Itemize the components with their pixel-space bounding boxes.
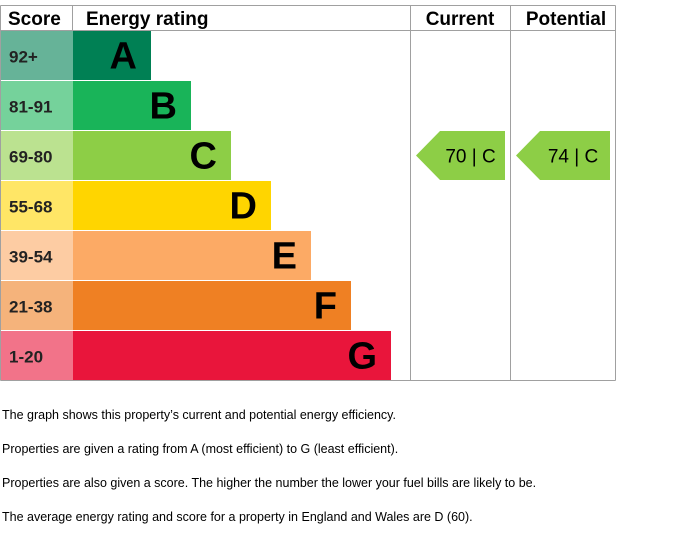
score-range-e: 39-54 [9, 248, 53, 267]
score-range-b: 81-91 [9, 98, 52, 117]
note-rating-scale: Properties are given a rating from A (mo… [2, 442, 399, 456]
note-average: The average energy rating and score for … [2, 510, 473, 524]
rating-markers: 70 | C 74 | C [416, 131, 610, 180]
score-cell-b [1, 81, 73, 130]
current-score-label: 70 | C [445, 147, 495, 168]
bar-f [73, 281, 351, 330]
bar-d [73, 181, 271, 230]
score-range-d: 55-68 [9, 198, 52, 217]
bar-c [73, 131, 231, 180]
bar-e [73, 231, 311, 280]
potential-header: Potential [526, 9, 606, 30]
band-f: 21-38 F [1, 281, 351, 330]
note-graph: The graph shows this property’s current … [2, 408, 396, 422]
rating-bands: 92+ A 81-91 B 69-80 C 55-68 D 39-54 E 21-38 F 1-20 G [1, 31, 391, 380]
score-cell-g [1, 331, 73, 380]
band-letter-g: G [347, 336, 377, 378]
band-letter-e: E [272, 236, 297, 278]
note-score: Properties are also given a score. The h… [2, 476, 537, 490]
current-marker: 70 | C [416, 131, 505, 180]
score-range-f: 21-38 [9, 298, 52, 317]
band-g: 1-20 G [1, 331, 391, 380]
potential-arrow [516, 131, 610, 180]
score-cell-a [1, 31, 73, 80]
potential-marker: 74 | C [516, 131, 610, 180]
current-header: Current [426, 9, 495, 30]
score-range-a: 92+ [9, 48, 38, 67]
band-b: 81-91 B [1, 81, 191, 130]
explanatory-notes: The graph shows this property’s current … [2, 398, 688, 534]
energy-rating-header: Energy rating [86, 9, 208, 30]
score-cell-f [1, 281, 73, 330]
band-letter-d: D [230, 186, 257, 228]
potential-score-label: 74 | C [548, 147, 598, 168]
score-header: Score [8, 9, 61, 30]
score-range-c: 69-80 [9, 148, 52, 167]
bar-a [73, 31, 151, 80]
band-letter-c: C [190, 136, 217, 178]
bar-b [73, 81, 191, 130]
header-row: Score Energy rating Current Potential [8, 9, 606, 30]
bar-g [73, 331, 391, 380]
band-d: 55-68 D [1, 181, 271, 230]
score-cell-e [1, 231, 73, 280]
energy-rating-chart: 92+ A81-91 B69-80 C55-68 D39-54 E21-38 F1-20 G … [0, 5, 616, 381]
band-letter-a: A [110, 36, 137, 78]
band-letter-b: B [150, 86, 177, 128]
band-e: 39-54 E [1, 231, 311, 280]
score-cell-c [1, 131, 73, 180]
chart-grid [0, 5, 616, 381]
band-c: 69-80 C [1, 131, 231, 180]
score-range-g: 1-20 [9, 348, 43, 367]
score-cell-d [1, 181, 73, 230]
band-letter-f: F [314, 286, 337, 328]
band-a: 92+ A [1, 31, 151, 80]
current-arrow [416, 131, 505, 180]
